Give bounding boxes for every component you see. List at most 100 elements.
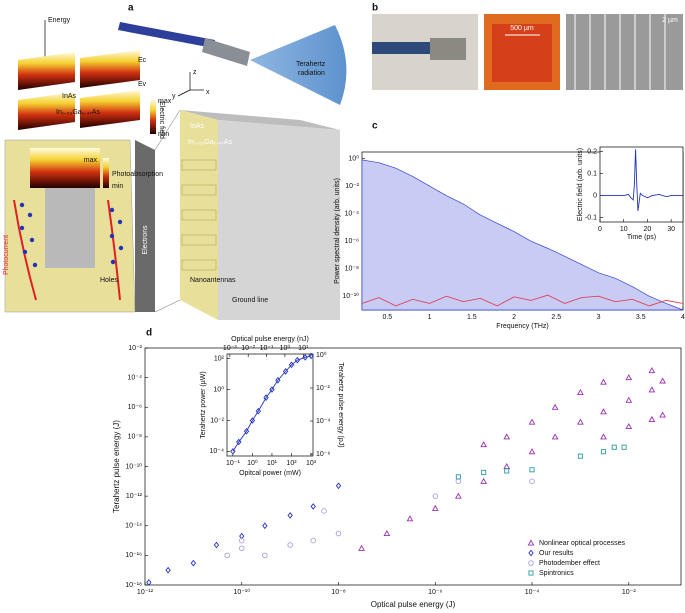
area bbox=[361, 159, 684, 311]
point bbox=[321, 508, 327, 514]
axis-arrow bbox=[177, 89, 191, 97]
point bbox=[146, 579, 152, 586]
label: Ground line bbox=[232, 297, 268, 304]
x-tick-label: 30 bbox=[667, 226, 675, 233]
point bbox=[455, 474, 461, 480]
y-tick-label: 10⁰ bbox=[213, 385, 224, 393]
point bbox=[432, 493, 439, 499]
x-axis-label: Frequency (THz) bbox=[496, 323, 549, 330]
label: InAs bbox=[62, 93, 77, 100]
point bbox=[551, 433, 559, 440]
panel-label: b bbox=[372, 3, 378, 14]
y-tick-label: 0.2 bbox=[587, 148, 597, 155]
axis-name: y bbox=[172, 93, 176, 100]
point bbox=[263, 394, 269, 401]
photoabsorption-map bbox=[30, 148, 100, 188]
point bbox=[577, 388, 584, 395]
point bbox=[255, 407, 261, 415]
block-top bbox=[180, 110, 340, 130]
point bbox=[659, 377, 666, 384]
y2-tick-label: 10⁻⁴ bbox=[316, 418, 331, 425]
point bbox=[288, 361, 295, 369]
point bbox=[165, 566, 171, 574]
antenna-stripes bbox=[181, 159, 217, 271]
label: In₀.₅₃Ga₀.₄₇As bbox=[56, 109, 100, 116]
label: Terahertz bbox=[296, 61, 326, 68]
x-axis-label: Time (ps) bbox=[627, 234, 656, 241]
point bbox=[282, 368, 289, 375]
photo bbox=[566, 14, 683, 90]
y-tick-label: 10⁻¹⁶ bbox=[125, 552, 142, 559]
point bbox=[243, 427, 250, 435]
x-axis-label: Opitcal power (mW) bbox=[239, 470, 301, 477]
x-tick-label: 4 bbox=[681, 314, 685, 321]
x-tick-label: 3.5 bbox=[636, 314, 646, 321]
x2-tick-label: 10⁰ bbox=[280, 344, 291, 352]
legend-label: Nonlinear optical processes bbox=[539, 540, 625, 547]
legend-marker bbox=[527, 539, 535, 546]
x-tick-label: 10 bbox=[620, 226, 628, 233]
x-axis-label: Optical pulse energy (J) bbox=[371, 600, 456, 609]
point bbox=[481, 469, 487, 475]
connector-line bbox=[154, 109, 181, 151]
x-tick-label: 10⁻¹ bbox=[226, 460, 240, 467]
point bbox=[275, 376, 281, 384]
legend-marker bbox=[528, 570, 534, 576]
point bbox=[406, 515, 414, 522]
label: min bbox=[112, 183, 123, 190]
point bbox=[648, 415, 656, 422]
point bbox=[600, 433, 607, 440]
line bbox=[600, 149, 683, 212]
legend-label: Our results bbox=[539, 550, 574, 557]
label: Electrons bbox=[142, 225, 149, 255]
scale-label: 2 µm bbox=[662, 17, 678, 24]
line bbox=[232, 355, 312, 452]
point bbox=[648, 386, 656, 393]
point bbox=[294, 356, 301, 364]
point bbox=[262, 522, 268, 530]
y-tick-label: 10⁻⁸ bbox=[345, 266, 359, 273]
photo-connector bbox=[430, 38, 466, 60]
point bbox=[600, 408, 607, 415]
point bbox=[625, 396, 633, 403]
point bbox=[335, 482, 342, 490]
electrons bbox=[19, 202, 124, 268]
y-axis-label: Terahertz pulse energy (J) bbox=[112, 420, 121, 513]
point bbox=[600, 378, 607, 385]
point bbox=[308, 352, 314, 360]
y-tick-label: 10⁻² bbox=[345, 183, 359, 190]
panel-label: d bbox=[146, 328, 152, 339]
y-axis-label: Terahertz power (µW) bbox=[200, 371, 207, 438]
plot-area bbox=[599, 146, 684, 223]
y2-axis-label: Terahertz pulse energy (pJ) bbox=[337, 362, 344, 447]
panel-label: c bbox=[372, 121, 378, 132]
x-tick-label: 1.5 bbox=[467, 314, 477, 321]
x-tick-label: 10¹ bbox=[267, 460, 278, 467]
block-side bbox=[218, 120, 340, 320]
y-tick-label: 10² bbox=[214, 355, 225, 362]
x-tick-label: 10⁻⁸ bbox=[331, 589, 345, 596]
photocurrent-path bbox=[13, 199, 121, 301]
point bbox=[230, 448, 236, 455]
sem-stripes bbox=[574, 14, 666, 90]
x-tick-label: 2.5 bbox=[551, 314, 561, 321]
x-tick-label: 1 bbox=[428, 314, 432, 321]
point bbox=[431, 504, 439, 511]
point bbox=[454, 492, 462, 499]
y-tick-label: 10⁻¹² bbox=[126, 493, 143, 500]
point bbox=[287, 512, 293, 519]
y-tick-label: 10⁻¹⁰ bbox=[342, 292, 359, 300]
point bbox=[625, 374, 633, 381]
x2-tick-label: 10⁻¹ bbox=[260, 345, 274, 352]
x-tick-label: 10⁻⁴ bbox=[525, 589, 540, 596]
y-tick-label: 10⁻² bbox=[128, 345, 142, 352]
label: max bbox=[84, 157, 98, 164]
band-plate bbox=[18, 52, 75, 90]
photos: 500 µm 2 µm bbox=[372, 14, 683, 90]
point bbox=[611, 444, 617, 450]
point bbox=[224, 552, 230, 559]
photo-cable bbox=[372, 42, 432, 54]
point bbox=[249, 417, 256, 424]
legend-marker bbox=[528, 560, 534, 566]
